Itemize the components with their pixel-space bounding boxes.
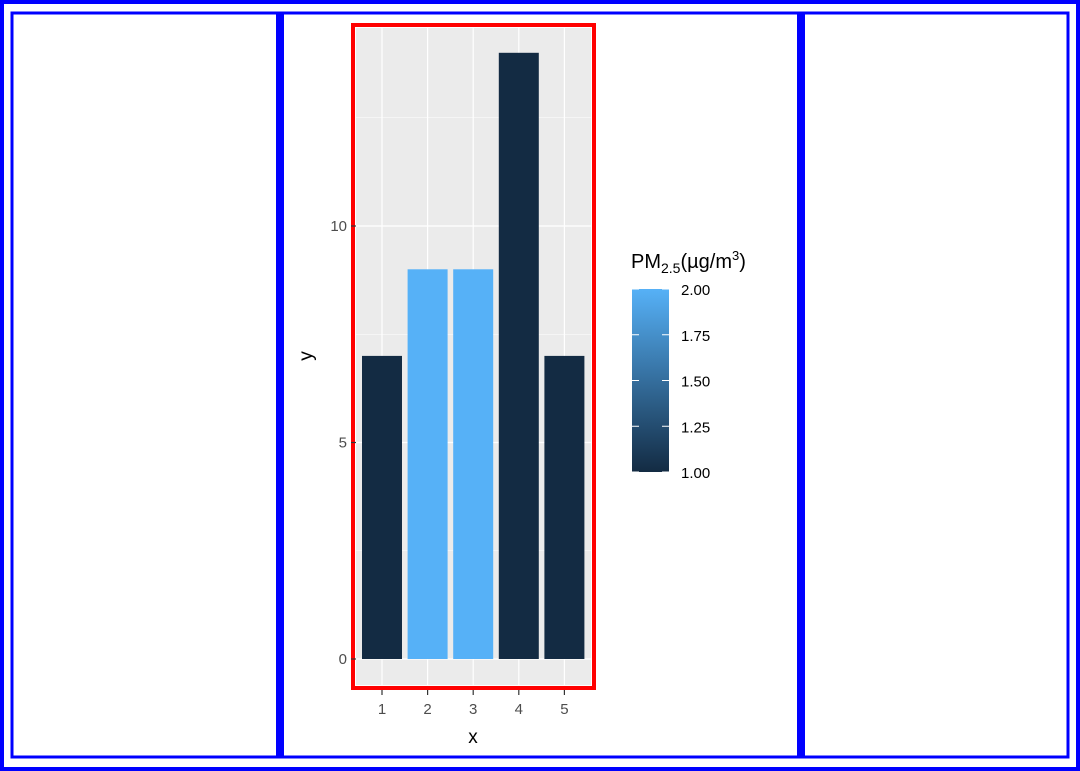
legend-title-close: ) xyxy=(739,251,746,273)
bars xyxy=(362,52,585,660)
legend-tick-label: 1.00 xyxy=(681,465,710,482)
x-axis: 1 2 3 4 5 xyxy=(378,690,569,718)
y-axis-title: y xyxy=(296,351,317,361)
y-tick-label: 10 xyxy=(330,218,347,235)
legend-title-subscript: 2.5 xyxy=(661,260,681,276)
x-tick-label: 4 xyxy=(515,701,523,718)
y-tick-label: 5 xyxy=(339,435,347,452)
legend-tick-label: 2.00 xyxy=(681,282,710,299)
legend-ticks: 1.00 1.25 1.50 1.75 2.00 xyxy=(632,282,710,482)
legend-title: PM2.5(µg/m3) xyxy=(631,248,746,276)
legend-title-unit: (µg/m xyxy=(680,251,732,273)
legend-tick-label: 1.50 xyxy=(681,374,710,391)
legend-title-main: PM xyxy=(631,251,661,273)
legend-tick-label: 1.25 xyxy=(681,419,710,436)
y-tick-label: 0 xyxy=(339,651,347,668)
bar-2 xyxy=(407,269,448,659)
bar-1 xyxy=(362,355,402,659)
inner-frame xyxy=(10,11,1070,759)
x-tick-label: 3 xyxy=(469,701,477,718)
x-tick-label: 1 xyxy=(378,701,386,718)
legend-title-superscript: 3 xyxy=(732,248,739,263)
bar-3 xyxy=(453,269,494,659)
x-tick-label: 5 xyxy=(560,701,568,718)
x-axis-title: x xyxy=(468,727,478,748)
bar-4 xyxy=(498,52,539,660)
legend-tick-label: 1.75 xyxy=(681,328,710,345)
legend: PM2.5(µg/m3) 1.00 1.25 1.50 1.75 2.00 xyxy=(631,248,746,482)
x-tick-label: 2 xyxy=(423,701,431,718)
bar-5 xyxy=(544,355,585,659)
y-axis: 0 5 10 xyxy=(330,218,356,668)
highlight-box xyxy=(351,23,596,690)
